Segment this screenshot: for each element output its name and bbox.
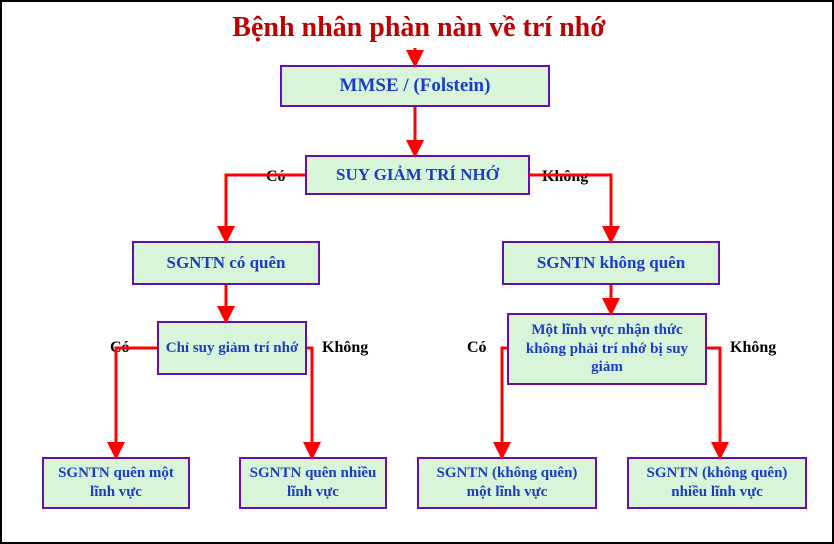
edge-label-yes1: Có [266,168,286,186]
edge-label-no1: Không [542,168,588,186]
edge-onlymem-leaf1 [116,348,157,457]
node-nonamn: SGNTN không quên [502,241,720,285]
edge-label-yes2a: Có [110,339,130,357]
flowchart-canvas: Bệnh nhân phàn nàn về trí nhớ MMSE / (Fo… [0,0,834,544]
edge-label-no2a: Không [322,339,368,357]
edge-onedom-leaf4 [707,348,720,457]
node-onedom: Một lĩnh vực nhận thức không phải trí nh… [507,313,707,385]
edge-label-no2b: Không [730,339,776,357]
node-mmse: MMSE / (Folstein) [280,65,550,107]
node-decline: SUY GIẢM TRÍ NHỚ [305,155,530,195]
node-leaf2: SGNTN quên nhiều lĩnh vực [239,457,387,509]
flowchart-title: Bệnh nhân phàn nàn về trí nhớ [2,12,834,44]
node-leaf4: SGNTN (không quên) nhiều lĩnh vực [627,457,807,509]
node-leaf1: SGNTN quên một lĩnh vực [42,457,190,509]
edge-label-yes2b: Có [467,339,487,357]
node-onlymem: Chỉ suy giảm trí nhớ [157,321,307,375]
node-leaf3: SGNTN (không quên) một lĩnh vực [417,457,597,509]
node-amnestic: SGNTN có quên [132,241,320,285]
edge-onlymem-leaf2 [307,348,312,457]
